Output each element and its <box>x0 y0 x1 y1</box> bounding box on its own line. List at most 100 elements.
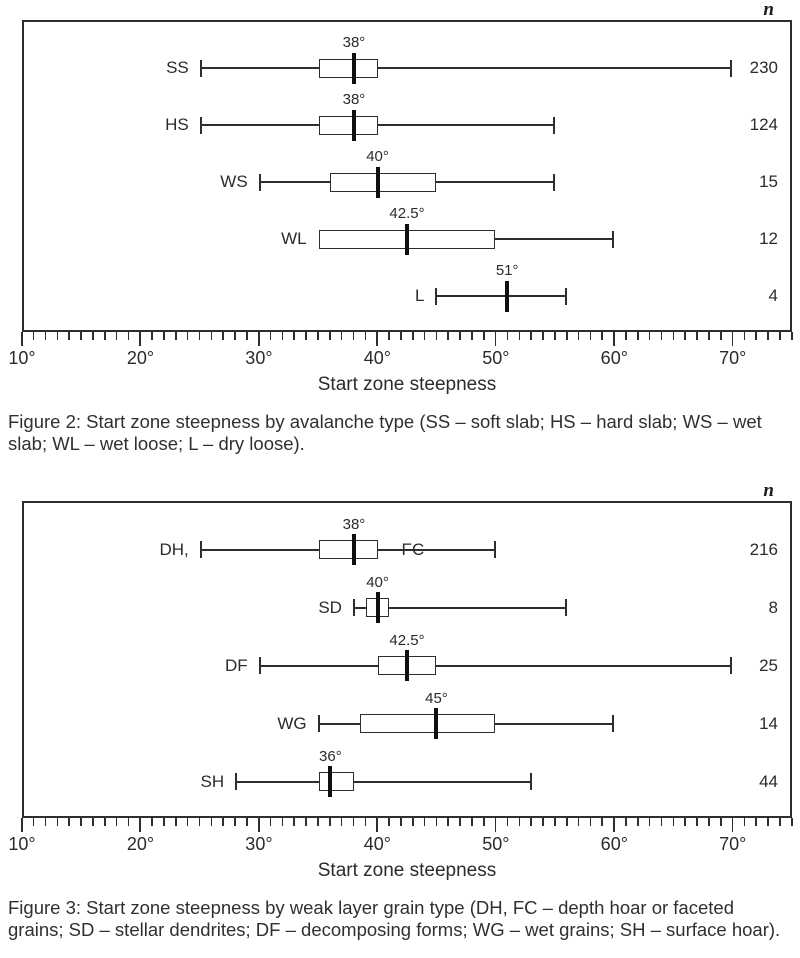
minor-tick <box>554 818 556 826</box>
whisker-cap-min <box>199 116 202 134</box>
minor-tick <box>791 332 793 340</box>
minor-tick <box>577 818 580 826</box>
n-value: 15 <box>759 172 778 192</box>
minor-tick <box>411 332 414 340</box>
minor-tick <box>708 332 710 340</box>
whisker-line <box>200 67 732 70</box>
minor-tick <box>637 818 639 826</box>
minor-tick <box>554 332 556 340</box>
minor-tick <box>340 332 343 340</box>
minor-tick <box>577 332 580 340</box>
n-value: 4 <box>768 286 778 306</box>
n-column-header: n <box>763 0 774 20</box>
minor-tick <box>281 332 284 340</box>
n-value: 8 <box>768 597 778 617</box>
minor-tick <box>222 818 224 826</box>
median-value-label: 45° <box>425 689 448 707</box>
figure-2-plot-frame: 38° SS 230 38° HS 124 40° WS 15 42.5° WL 12 51° L 4 <box>22 20 792 332</box>
axis-tick-label: 30° <box>245 348 273 368</box>
iqr-box <box>330 172 437 192</box>
minor-tick <box>388 818 390 826</box>
minor-tick <box>269 818 272 826</box>
minor-tick <box>660 818 663 826</box>
minor-tick <box>103 332 106 340</box>
minor-tick <box>281 818 284 826</box>
category-label: WG <box>277 713 307 733</box>
whisker-cap-min <box>199 541 202 559</box>
minor-tick <box>743 332 746 340</box>
minor-tick <box>127 818 130 826</box>
minor-tick <box>293 332 296 340</box>
whisker-cap-max <box>494 541 497 559</box>
minor-tick <box>483 332 485 340</box>
major-tick <box>139 332 142 346</box>
minor-tick <box>435 818 438 826</box>
median-line <box>375 592 380 624</box>
minor-tick <box>648 818 651 826</box>
minor-tick <box>305 332 307 340</box>
minor-tick <box>684 818 686 826</box>
axis-tick-label: 20° <box>126 348 155 368</box>
axis-tick-label: 10° <box>8 348 36 368</box>
whisker-cap-max <box>553 116 556 134</box>
median-line <box>375 166 380 198</box>
whisker-cap-min <box>199 59 202 77</box>
minor-tick <box>32 332 35 340</box>
minor-tick <box>92 818 94 826</box>
category-label-overlay: FC <box>401 539 425 559</box>
whisker-line <box>200 124 555 127</box>
minor-tick <box>696 818 698 826</box>
figure-3-plot-area: 38° DH, FC 216 40° SD 8 42.5° DF 25 45° WG 14 36° SH 44 <box>24 503 790 816</box>
whisker-line <box>436 295 567 298</box>
minor-tick <box>317 332 319 340</box>
minor-tick <box>708 818 710 826</box>
minor-tick <box>518 332 521 340</box>
minor-tick <box>601 818 604 826</box>
n-value: 44 <box>759 771 778 791</box>
minor-tick <box>400 332 402 340</box>
minor-tick <box>317 818 319 826</box>
axis-tick-label: 70° <box>719 834 747 854</box>
median-value-label: 40° <box>366 148 389 166</box>
major-tick <box>731 818 734 832</box>
minor-tick <box>637 332 639 340</box>
median-line <box>351 534 356 566</box>
major-tick <box>376 332 378 346</box>
median-value-label: 36° <box>319 747 342 765</box>
minor-tick <box>767 818 769 826</box>
minor-tick <box>471 818 473 826</box>
figure-3-x-axis: 10° 20° 30° 40° 50° 60° 70° <box>8 818 793 860</box>
major-tick <box>494 818 497 832</box>
whisker-cap-max <box>612 230 615 248</box>
minor-tick <box>163 332 165 340</box>
major-tick <box>21 818 23 832</box>
median-value-label: 38° <box>342 91 366 109</box>
minor-tick <box>44 818 47 826</box>
median-value-label: 38° <box>342 34 366 52</box>
whisker-cap-max <box>529 773 532 791</box>
minor-tick <box>186 332 189 340</box>
minor-tick <box>269 332 272 340</box>
major-tick <box>494 332 497 346</box>
iqr-box <box>318 540 378 560</box>
minor-tick <box>364 818 367 826</box>
major-tick <box>257 332 260 346</box>
iqr-box <box>318 115 378 135</box>
minor-tick <box>625 332 627 340</box>
minor-tick <box>648 332 651 340</box>
minor-tick <box>293 818 296 826</box>
minor-tick <box>743 818 746 826</box>
minor-tick <box>684 332 686 340</box>
category-label: WL <box>281 229 307 249</box>
axis-tick-label: 10° <box>8 834 36 854</box>
n-value: 124 <box>749 115 778 135</box>
category-label: HS <box>165 115 189 135</box>
minor-tick <box>198 332 201 340</box>
n-value: 230 <box>749 58 778 78</box>
minor-tick <box>234 332 236 340</box>
minor-tick <box>56 332 59 340</box>
minor-tick <box>719 818 722 826</box>
minor-tick <box>80 818 82 826</box>
median-line <box>505 280 510 312</box>
iqr-box <box>318 772 354 792</box>
